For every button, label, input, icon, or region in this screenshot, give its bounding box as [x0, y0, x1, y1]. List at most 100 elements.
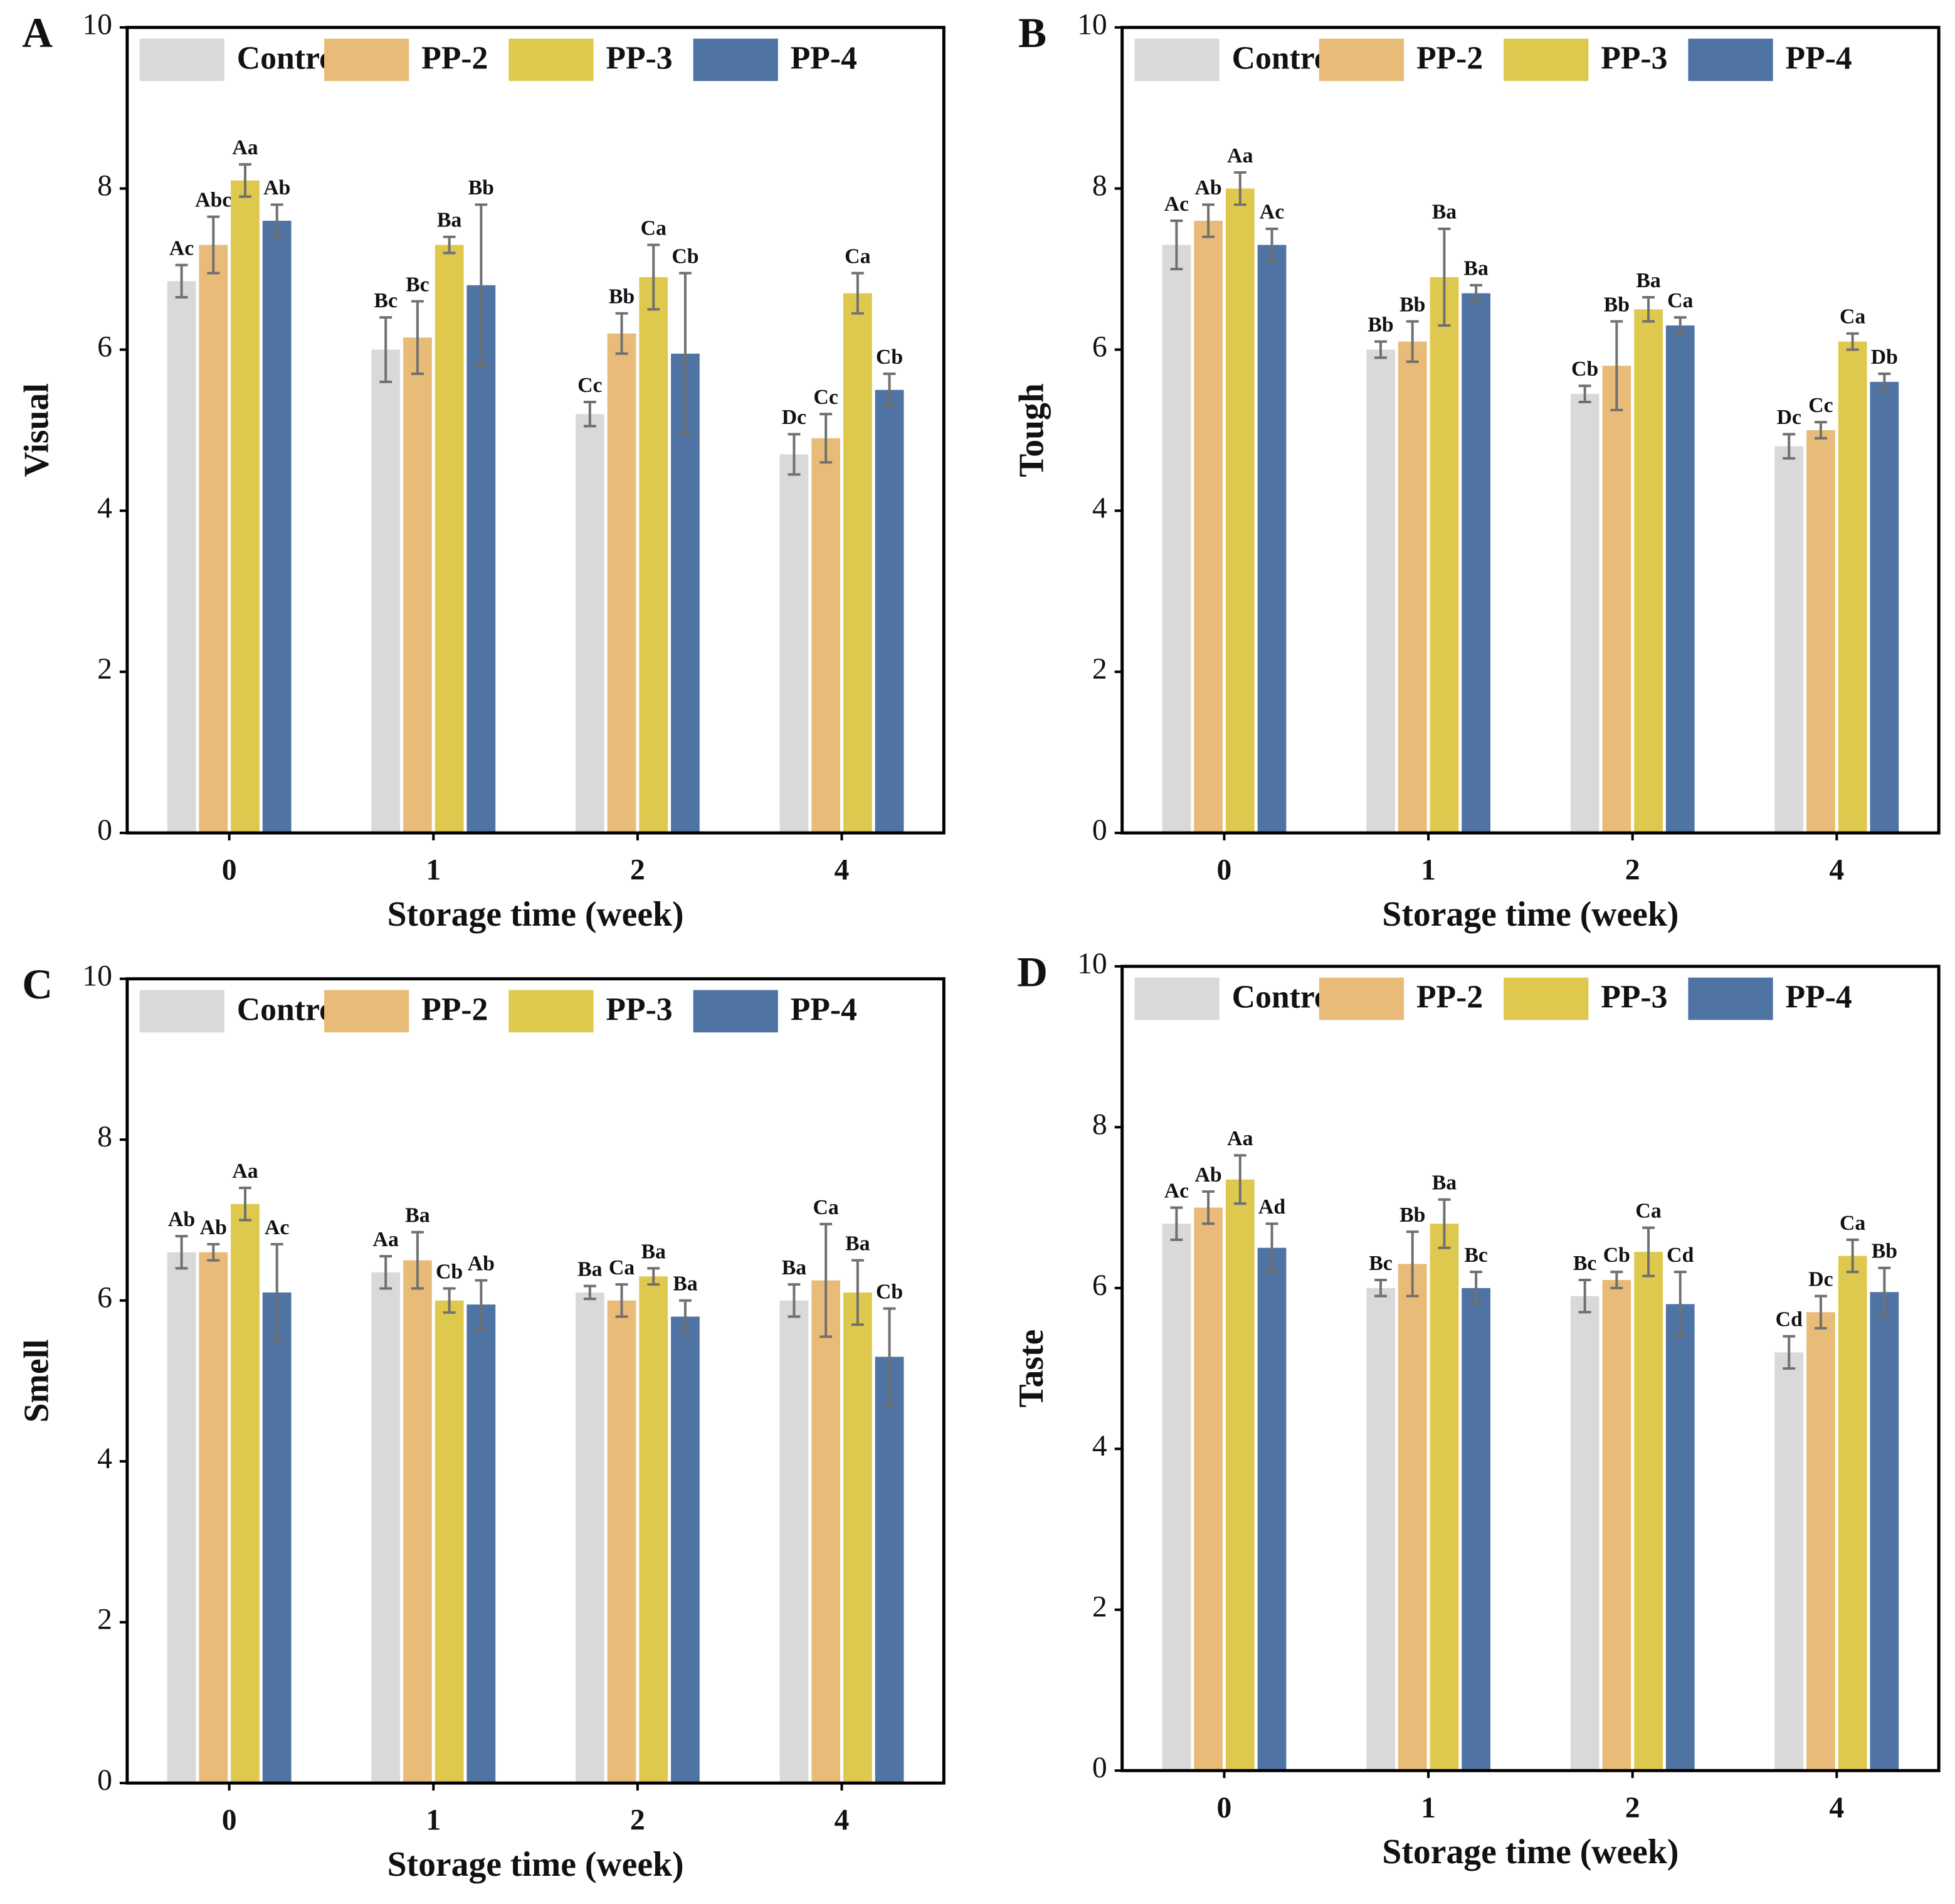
error-bar [678, 272, 692, 436]
legend-swatch [509, 990, 594, 1033]
bar [167, 1252, 196, 1784]
legend-swatch [1688, 977, 1773, 1020]
legend-swatch [1504, 977, 1589, 1020]
bar [575, 414, 604, 833]
bar [403, 1260, 432, 1784]
significance-label: Ab [263, 176, 290, 199]
error-bar [1233, 171, 1246, 206]
significance-label: Ac [1260, 201, 1284, 224]
legend-swatch [693, 990, 778, 1033]
legend-label: PP-3 [606, 40, 672, 76]
significance-label: Ca [1667, 289, 1693, 312]
bar [1774, 1352, 1804, 1771]
bar [167, 281, 196, 833]
bar [843, 293, 872, 833]
significance-label: Bb [468, 176, 494, 199]
x-axis-title: Storage time (week) [1382, 895, 1678, 934]
significance-label: Ba [437, 209, 462, 232]
bar [435, 245, 464, 833]
y-tick-label: 0 [1092, 1751, 1107, 1784]
significance-label: Bb [1367, 314, 1393, 337]
bar [371, 349, 401, 833]
error-bar [1438, 1198, 1451, 1249]
x-tick-label: 2 [1625, 1791, 1640, 1824]
significance-label: Bc [1369, 1252, 1393, 1275]
legend-label: PP-4 [1786, 979, 1852, 1015]
significance-label: Cb [876, 1280, 903, 1303]
error-bar [1265, 1222, 1278, 1274]
x-tick-label: 1 [426, 1804, 441, 1837]
y-tick-label: 2 [97, 652, 112, 685]
bar [1257, 245, 1287, 833]
error-bar [1470, 283, 1483, 303]
error-bar [443, 1287, 456, 1314]
significance-label: Bb [1399, 1203, 1425, 1227]
significance-label: Cc [813, 386, 838, 409]
x-tick-label: 0 [1217, 1791, 1232, 1824]
bar [262, 1292, 292, 1784]
significance-label: Db [1871, 346, 1898, 369]
error-bar [851, 1259, 864, 1326]
error-bar [1470, 1271, 1483, 1306]
significance-label: Bb [1872, 1240, 1897, 1263]
error-bar [1202, 203, 1215, 238]
significance-label: Dc [1808, 1268, 1833, 1291]
bar [575, 1292, 604, 1784]
significance-label: Abc [195, 188, 231, 211]
significance-label: Aa [373, 1228, 399, 1251]
error-bar [475, 1279, 488, 1330]
significance-label: Ba [782, 1256, 807, 1279]
bar [639, 1276, 668, 1784]
bar [1398, 1264, 1427, 1771]
panel-label: D [1017, 948, 1048, 995]
y-tick-label: 10 [82, 960, 112, 993]
bar [1162, 1224, 1191, 1771]
significance-label: Bb [1399, 293, 1425, 316]
legend-label: PP-4 [791, 992, 857, 1027]
x-tick-label: 2 [630, 854, 645, 887]
y-tick-label: 10 [1077, 947, 1107, 980]
x-tick-label: 0 [1217, 854, 1232, 887]
error-bar [1202, 1190, 1215, 1225]
error-bar [788, 1283, 801, 1318]
error-bar [239, 1187, 251, 1222]
y-tick-label: 8 [1092, 169, 1107, 203]
error-bar [615, 1283, 628, 1318]
significance-label: Ba [1432, 1171, 1457, 1195]
error-bar [1265, 227, 1278, 263]
bar [811, 438, 841, 833]
x-tick-label: 4 [1829, 854, 1844, 887]
x-axis-title: Storage time (week) [387, 1845, 684, 1884]
significance-label: Dc [782, 406, 806, 429]
error-bar [207, 215, 220, 275]
y-tick-label: 0 [97, 1764, 112, 1797]
y-tick-label: 2 [1092, 652, 1107, 685]
plot-frame [1120, 965, 1941, 1772]
significance-label: Ab [168, 1208, 195, 1231]
legend-swatch [139, 990, 224, 1033]
y-tick-label: 8 [97, 1120, 112, 1153]
x-tick-label: 4 [835, 1804, 850, 1837]
bar [779, 454, 809, 833]
bar [1366, 349, 1395, 833]
error-bar [1783, 433, 1796, 460]
significance-label: Ab [468, 1252, 495, 1276]
bar [1665, 325, 1695, 833]
error-bar [1846, 1238, 1859, 1274]
y-tick-label: 4 [97, 1442, 112, 1475]
legend-swatch [324, 38, 409, 82]
error-bar [1406, 320, 1419, 363]
y-tick-label: 4 [1092, 491, 1107, 524]
bar [1257, 1247, 1287, 1771]
error-bar [1815, 421, 1827, 440]
bar [1870, 381, 1899, 833]
error-bar [583, 1284, 596, 1301]
error-bar [175, 1235, 188, 1270]
error-bar [883, 373, 896, 408]
significance-label: Bc [1573, 1252, 1597, 1275]
error-bar [788, 433, 801, 476]
significance-label: Ba [577, 1258, 603, 1281]
bar [1570, 394, 1599, 833]
legend-swatch [1688, 38, 1773, 82]
error-bar [1610, 320, 1623, 411]
